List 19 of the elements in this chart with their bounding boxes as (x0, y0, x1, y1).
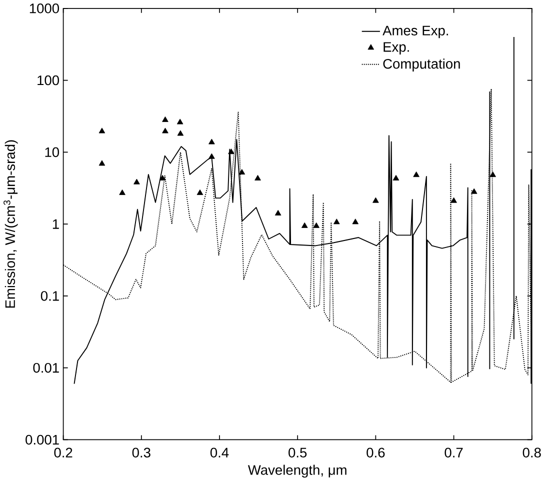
y-tick-label: 0.1 (40, 290, 59, 301)
y-tick-label: 0.01 (33, 362, 59, 373)
legend-label: Ames Exp. (382, 26, 448, 38)
x-tick-label: 0.8 (522, 448, 541, 458)
x-tick-label: 0.4 (210, 448, 229, 458)
y-tick-label: 1 (52, 219, 59, 229)
legend-label: Exp. (384, 42, 409, 54)
y-tick-label: 10 (45, 147, 60, 157)
x-axis-title: Wavelength, μm (248, 464, 346, 478)
legend-label: Computation (383, 58, 460, 72)
x-tick-label: 0.2 (54, 448, 72, 458)
y-tick-label: 0.001 (26, 434, 59, 445)
x-tick-label: 0.7 (444, 448, 463, 458)
y-tick-label: 1000 (30, 3, 60, 14)
y-tick-label: 100 (38, 75, 60, 86)
x-tick-label: 0.5 (288, 448, 307, 458)
x-tick-label: 0.6 (366, 448, 385, 458)
y-axis-title: Emission, W/(cm$^{3}$-μm-srad) (4, 140, 18, 308)
x-tick-label: 0.3 (132, 448, 150, 458)
